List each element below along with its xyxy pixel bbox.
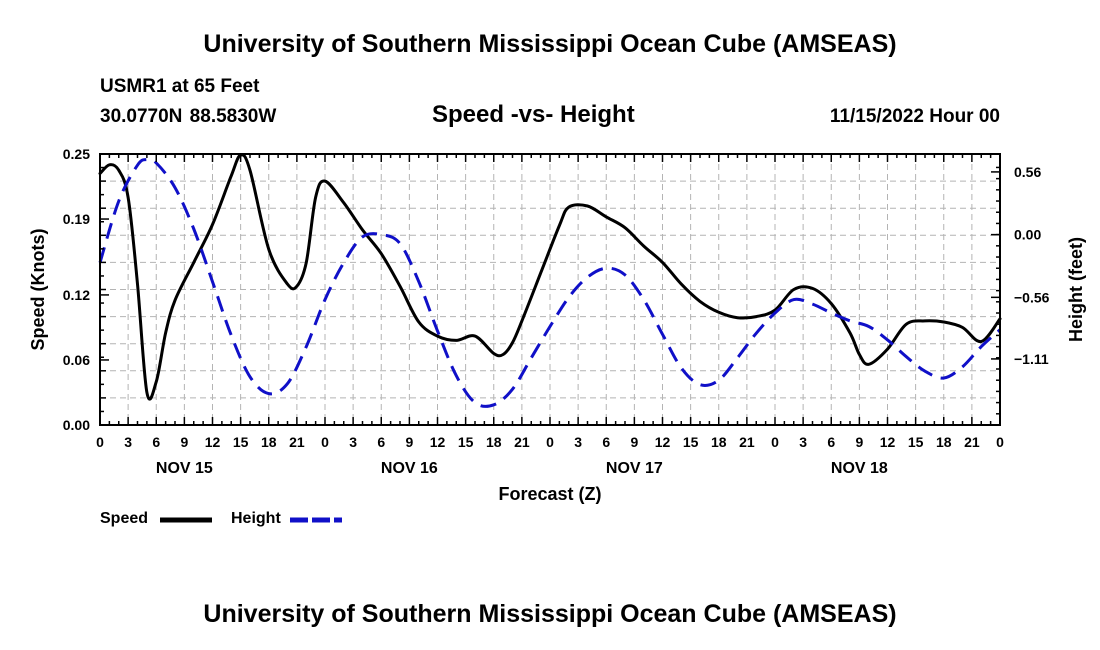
- x-tick-label: 12: [430, 434, 446, 450]
- x-tick-label: 6: [152, 434, 160, 450]
- y2-tick-label: −0.56: [1014, 289, 1050, 305]
- x-tick-label: 15: [683, 434, 699, 450]
- x-tick-label: 21: [739, 434, 755, 450]
- x-tick-label: 6: [827, 434, 835, 450]
- x-tick-label: 18: [486, 434, 502, 450]
- x-tick-label: 6: [602, 434, 610, 450]
- x-tick-label: 3: [574, 434, 582, 450]
- x-tick-label: 18: [936, 434, 952, 450]
- x-tick-label: 15: [233, 434, 249, 450]
- y-tick-label: 0.25: [63, 146, 90, 162]
- x-tick-label: 0: [771, 434, 779, 450]
- legend-speed-label: Speed: [100, 510, 149, 527]
- station-coordinates: 30.0770N 88.5830W: [100, 106, 277, 127]
- x-tick-label: 9: [855, 434, 863, 450]
- x-tick-label: 0: [96, 434, 104, 450]
- x-tick-label: 21: [514, 434, 530, 450]
- speed-series-line: [98, 153, 1002, 401]
- y-tick-label: 0.19: [63, 211, 90, 227]
- x-axis-title: Forecast (Z): [498, 484, 601, 504]
- y2-tick-label: 0.00: [1014, 227, 1041, 243]
- y2-tick-label: 0.56: [1014, 164, 1041, 180]
- x-tick-label: 3: [124, 434, 132, 450]
- x-tick-label: 18: [261, 434, 277, 450]
- x-tick-label: 3: [799, 434, 807, 450]
- x-tick-label: 12: [655, 434, 671, 450]
- x-tick-label: 21: [289, 434, 305, 450]
- y-tick-label: 0.00: [63, 417, 90, 433]
- y-tick-label: 0.12: [63, 287, 90, 303]
- y-tick-label: 0.06: [63, 352, 90, 368]
- height-series-line: [98, 157, 1002, 408]
- day-label: NOV 17: [606, 460, 663, 477]
- x-tick-label: 9: [405, 434, 413, 450]
- forecast-datetime: 11/15/2022 Hour 00: [829, 106, 1000, 127]
- day-label: NOV 18: [831, 460, 888, 477]
- x-tick-label: 12: [880, 434, 896, 450]
- y-axis-title: Speed (Knots): [28, 228, 48, 350]
- x-tick-label: 6: [377, 434, 385, 450]
- y2-axis-title: Height (feet): [1066, 237, 1086, 342]
- chart-subtitle: Speed -vs- Height: [432, 101, 635, 128]
- x-tick-label: 9: [180, 434, 188, 450]
- x-tick-label: 18: [711, 434, 727, 450]
- x-tick-label: 9: [630, 434, 638, 450]
- x-tick-label: 12: [205, 434, 221, 450]
- x-tick-label: 21: [964, 434, 980, 450]
- x-tick-label: 0: [996, 434, 1004, 450]
- x-tick-label: 3: [349, 434, 357, 450]
- day-label: NOV 15: [156, 460, 213, 477]
- footer-title: University of Southern Mississippi Ocean…: [203, 600, 897, 628]
- page-title: University of Southern Mississippi Ocean…: [203, 30, 897, 58]
- x-tick-label: 0: [546, 434, 554, 450]
- x-tick-label: 0: [321, 434, 329, 450]
- day-label: NOV 16: [381, 460, 438, 477]
- y2-tick-label: −1.11: [1014, 351, 1049, 367]
- station-name: USMR1 at 65 Feet: [100, 76, 260, 97]
- x-tick-label: 15: [908, 434, 924, 450]
- x-tick-label: 15: [458, 434, 474, 450]
- legend-height-label: Height: [231, 510, 281, 527]
